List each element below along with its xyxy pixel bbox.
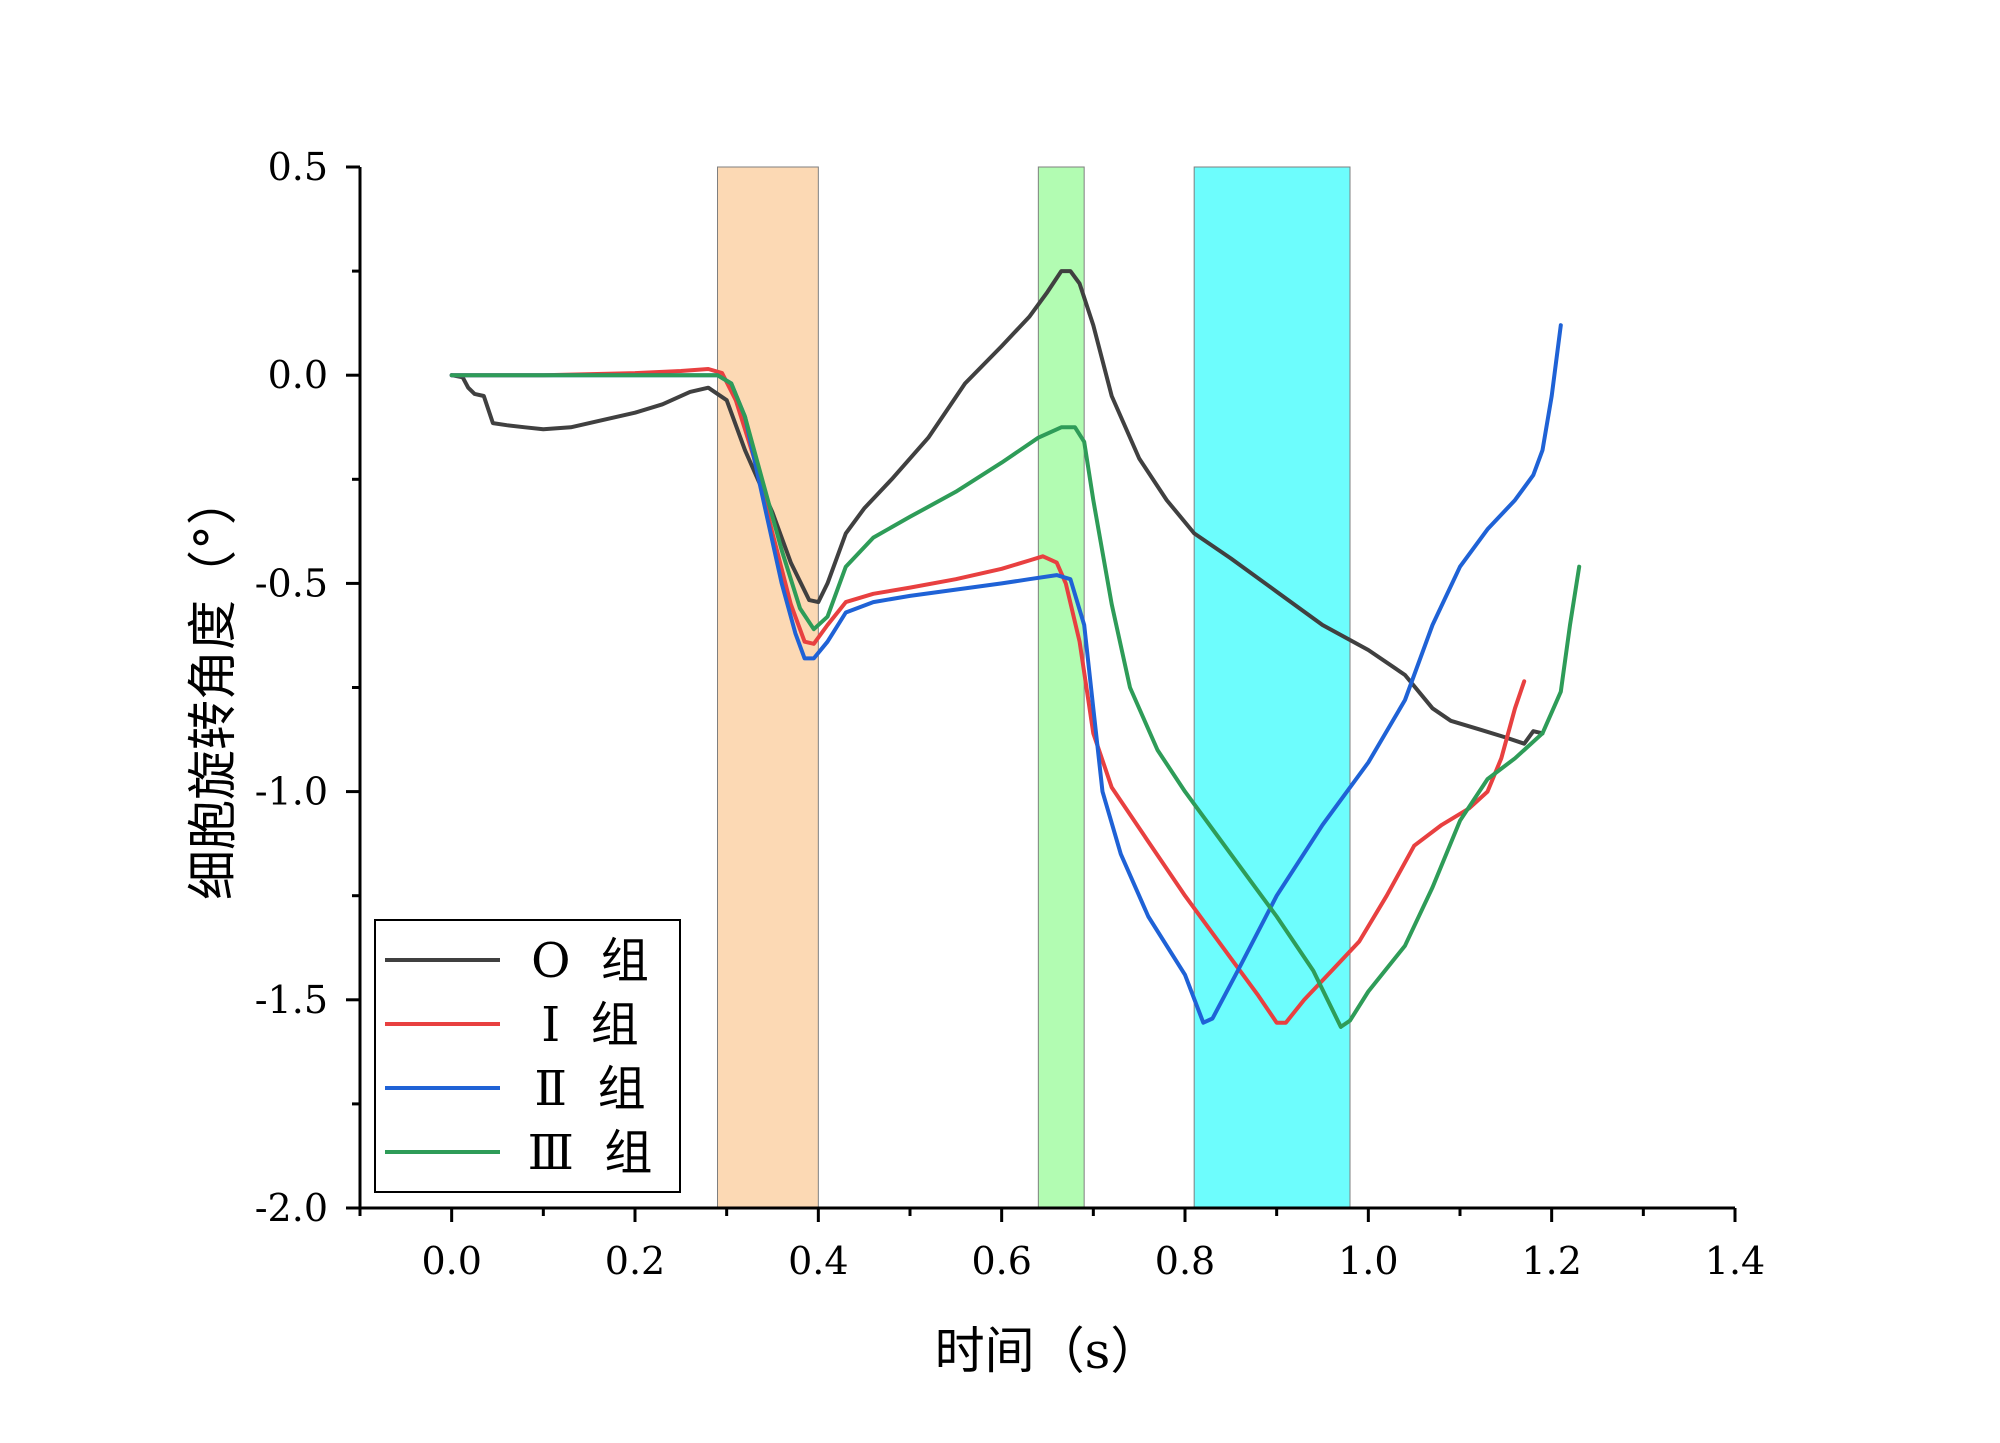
- y-tick-label: 0.0: [268, 353, 328, 397]
- shaded-region-3: [1193, 166, 1351, 1209]
- y-tick-label: -1.0: [255, 770, 328, 814]
- axes: 0.0 0.2 0.4 0.6 0.8 1.0 1.2 1.4 0.5 0.0 -0.5 -1.0 -1…: [255, 145, 1766, 1283]
- x-tick-label: 1.4: [1705, 1239, 1765, 1283]
- series-line-3: [449, 323, 1563, 1025]
- x-tick-label: 0.8: [1155, 1239, 1215, 1283]
- shaded-region-1: [717, 166, 819, 1209]
- x-tick-label: 1.2: [1521, 1239, 1581, 1283]
- shaded-region-2: [1037, 166, 1085, 1209]
- x-tick-label: 0.2: [605, 1239, 665, 1283]
- legend-box: [374, 919, 681, 1193]
- data-series: [449, 269, 1582, 1029]
- y-axis-title: 细胞旋转角度（°）: [184, 475, 242, 900]
- legend-label: Ⅰ 组: [541, 997, 638, 1053]
- y-tick-label: -1.5: [255, 978, 328, 1022]
- series-line-4: [449, 373, 1582, 1029]
- x-tick-label: 1.0: [1338, 1239, 1398, 1283]
- shaded-regions: [717, 166, 1351, 1209]
- x-tick-label: 0.0: [421, 1239, 481, 1283]
- y-tick-label: -0.5: [255, 561, 328, 605]
- x-tick-label: 0.6: [971, 1239, 1031, 1283]
- y-tick-label: -2.0: [255, 1186, 328, 1230]
- x-tick-label: 0.4: [788, 1239, 848, 1283]
- legend: O 组 Ⅰ 组 Ⅱ 组 Ⅲ 组: [374, 919, 681, 1193]
- legend-label: Ⅱ 组: [534, 1061, 645, 1117]
- y-tick-label: 0.5: [268, 145, 328, 189]
- x-axis-title: 时间（s）: [935, 1322, 1161, 1380]
- series-line-1: [449, 269, 1545, 746]
- legend-label: Ⅲ 组: [528, 1125, 653, 1181]
- legend-label: O 组: [531, 933, 649, 989]
